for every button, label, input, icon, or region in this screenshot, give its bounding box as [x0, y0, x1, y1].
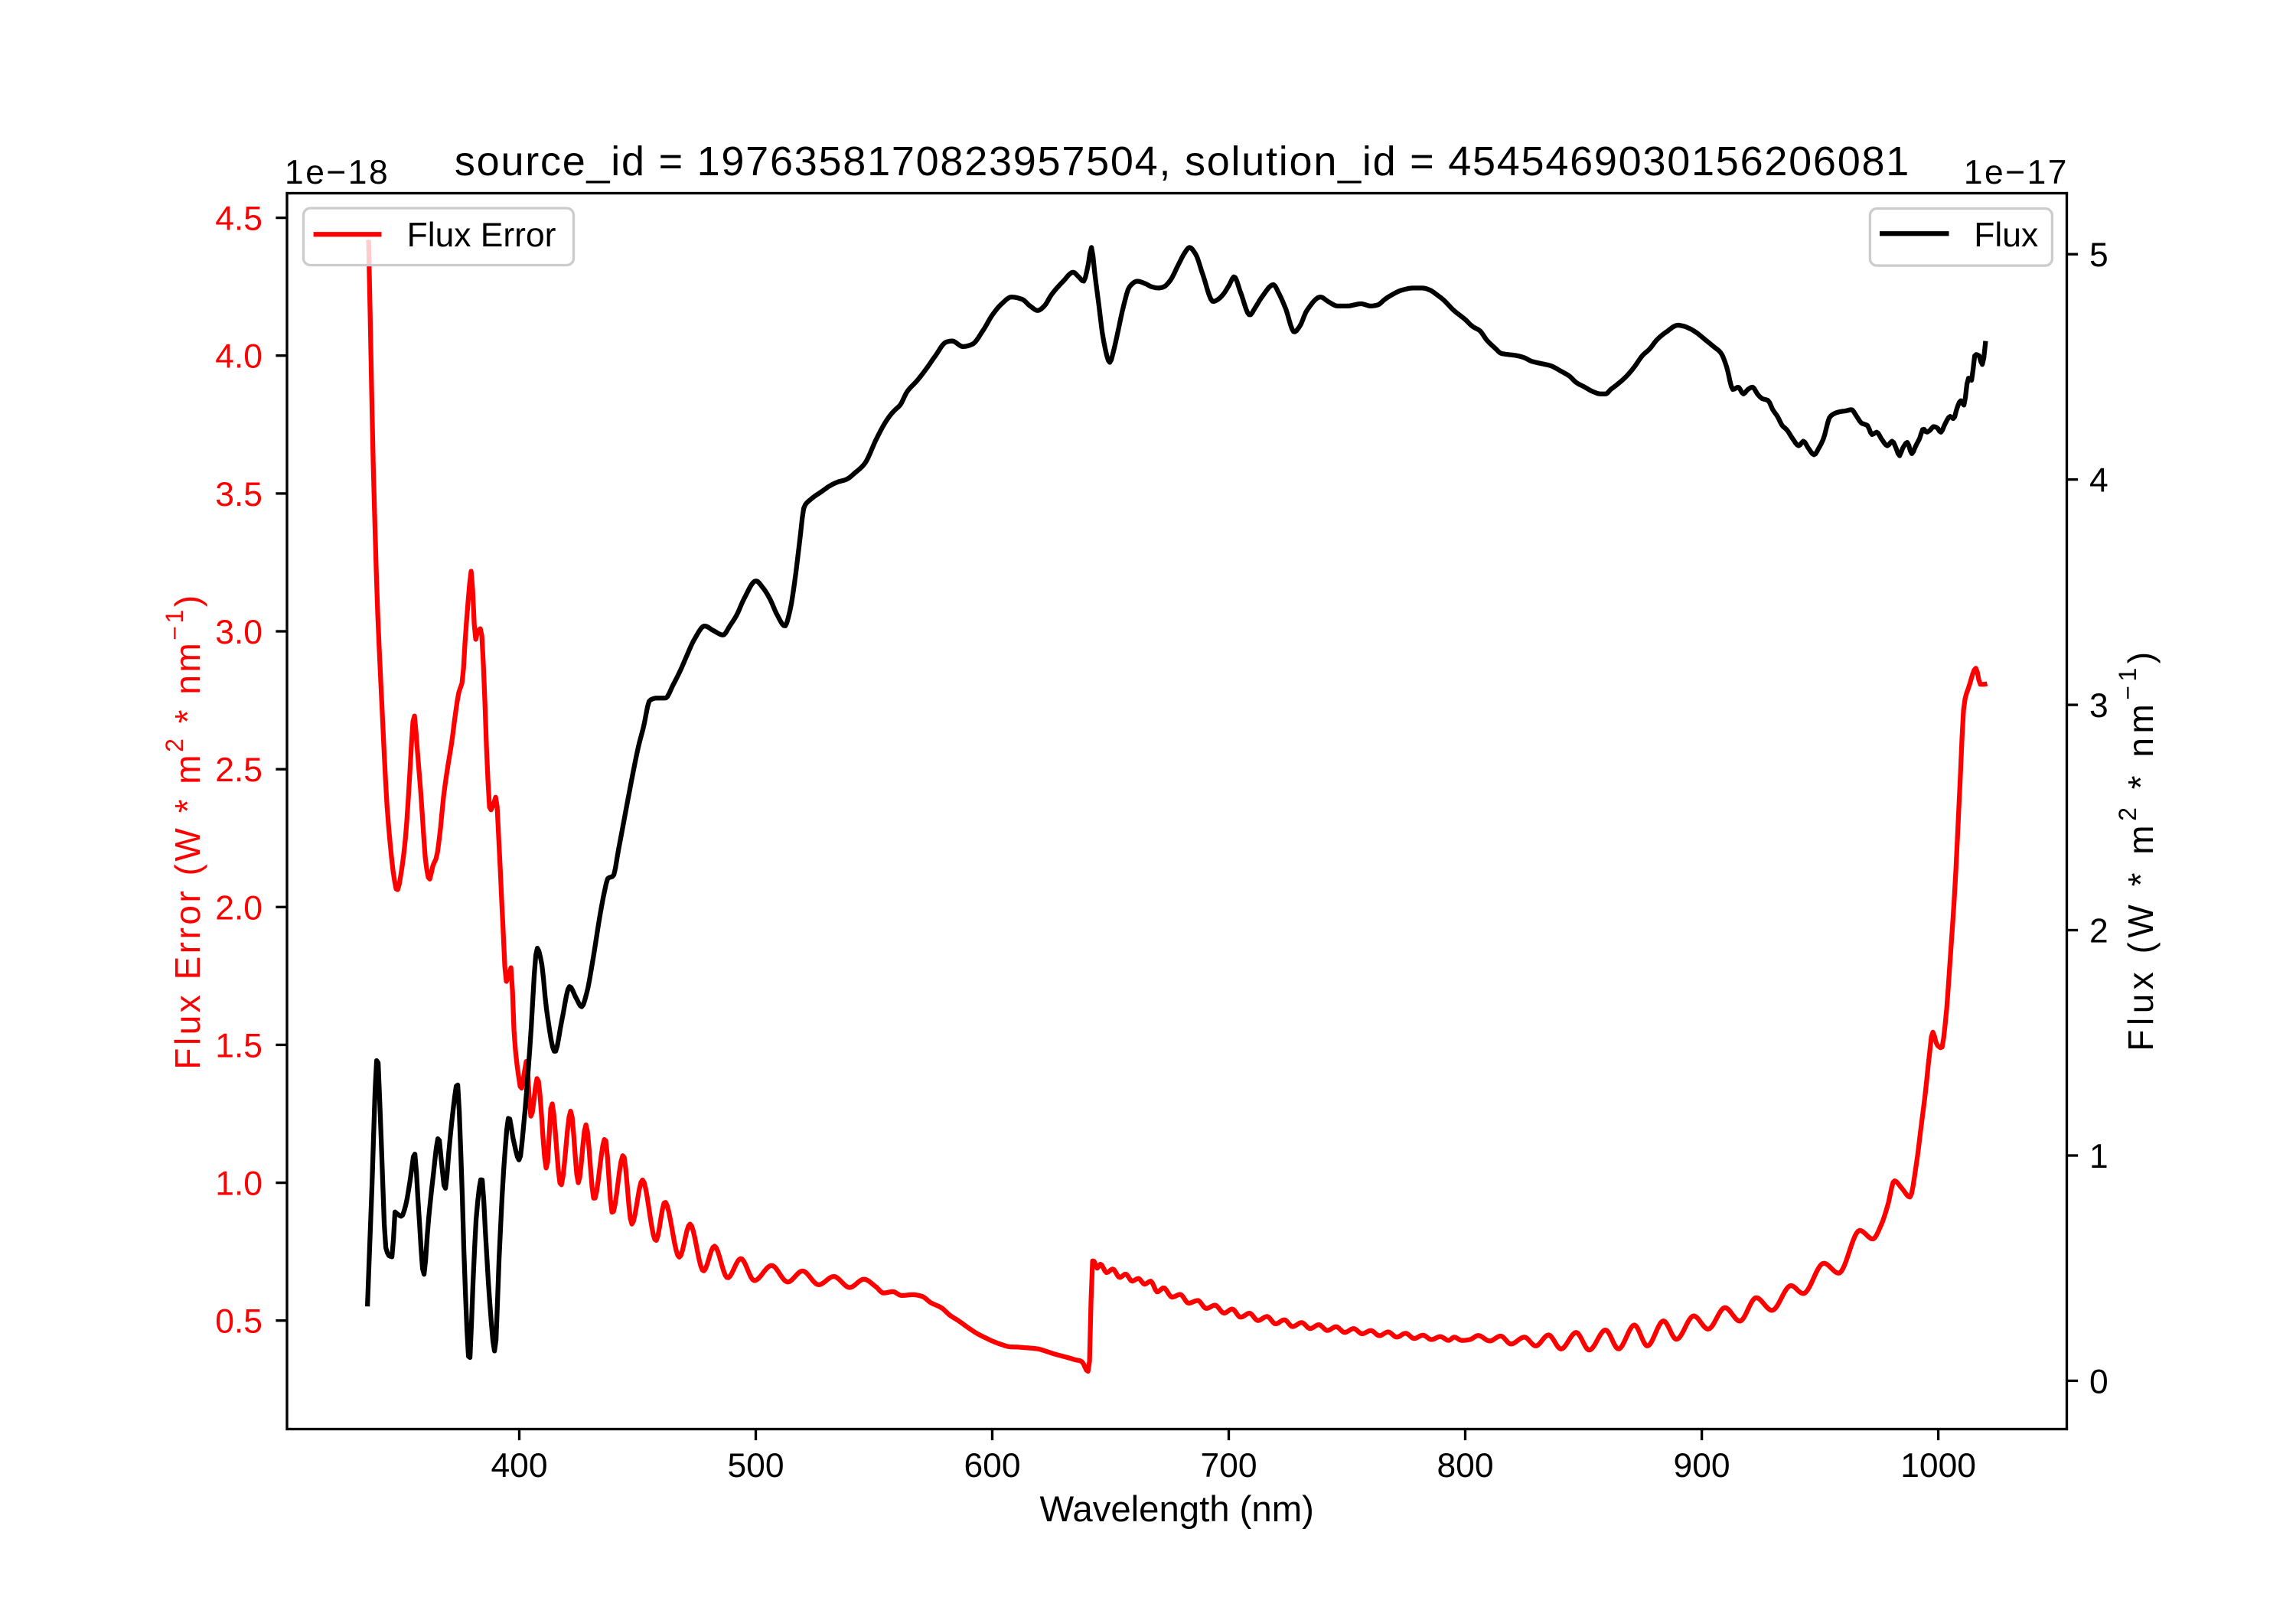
svg-text:3.0: 3.0 — [215, 614, 263, 651]
svg-text:800: 800 — [1437, 1447, 1493, 1485]
svg-text:500: 500 — [727, 1447, 784, 1485]
svg-text:0.5: 0.5 — [215, 1303, 263, 1341]
svg-text:700: 700 — [1200, 1447, 1257, 1485]
svg-text:3: 3 — [2089, 687, 2108, 725]
svg-text:0: 0 — [2089, 1363, 2108, 1400]
svg-text:Flux Error (W * m2 * nm−1): Flux Error (W * m2 * nm−1) — [161, 592, 207, 1069]
svg-text:source_id = 197635817082395750: source_id = 1976358170823957504, solutio… — [455, 139, 1910, 184]
svg-text:Flux Error: Flux Error — [407, 217, 556, 254]
svg-text:1e−18: 1e−18 — [285, 154, 390, 191]
svg-text:1: 1 — [2089, 1138, 2108, 1175]
svg-text:5: 5 — [2089, 236, 2108, 274]
svg-text:Wavelength (nm): Wavelength (nm) — [1040, 1489, 1314, 1530]
svg-text:2.5: 2.5 — [215, 751, 263, 789]
svg-text:900: 900 — [1674, 1447, 1730, 1485]
svg-text:1.0: 1.0 — [215, 1165, 263, 1203]
svg-text:Flux: Flux — [1974, 217, 2038, 254]
svg-text:2.0: 2.0 — [215, 889, 263, 927]
svg-text:2: 2 — [2089, 913, 2108, 950]
svg-text:4.0: 4.0 — [215, 338, 263, 376]
svg-text:1.5: 1.5 — [215, 1027, 263, 1064]
svg-text:400: 400 — [491, 1447, 547, 1485]
svg-text:4: 4 — [2089, 462, 2108, 500]
svg-text:Flux (W * m2 * nm−1): Flux (W * m2 * nm−1) — [2114, 647, 2161, 1051]
svg-text:1e−17: 1e−17 — [1964, 154, 2069, 191]
svg-text:1000: 1000 — [1900, 1447, 1976, 1485]
svg-text:4.5: 4.5 — [215, 200, 263, 238]
svg-text:600: 600 — [964, 1447, 1020, 1485]
svg-text:3.5: 3.5 — [215, 476, 263, 513]
